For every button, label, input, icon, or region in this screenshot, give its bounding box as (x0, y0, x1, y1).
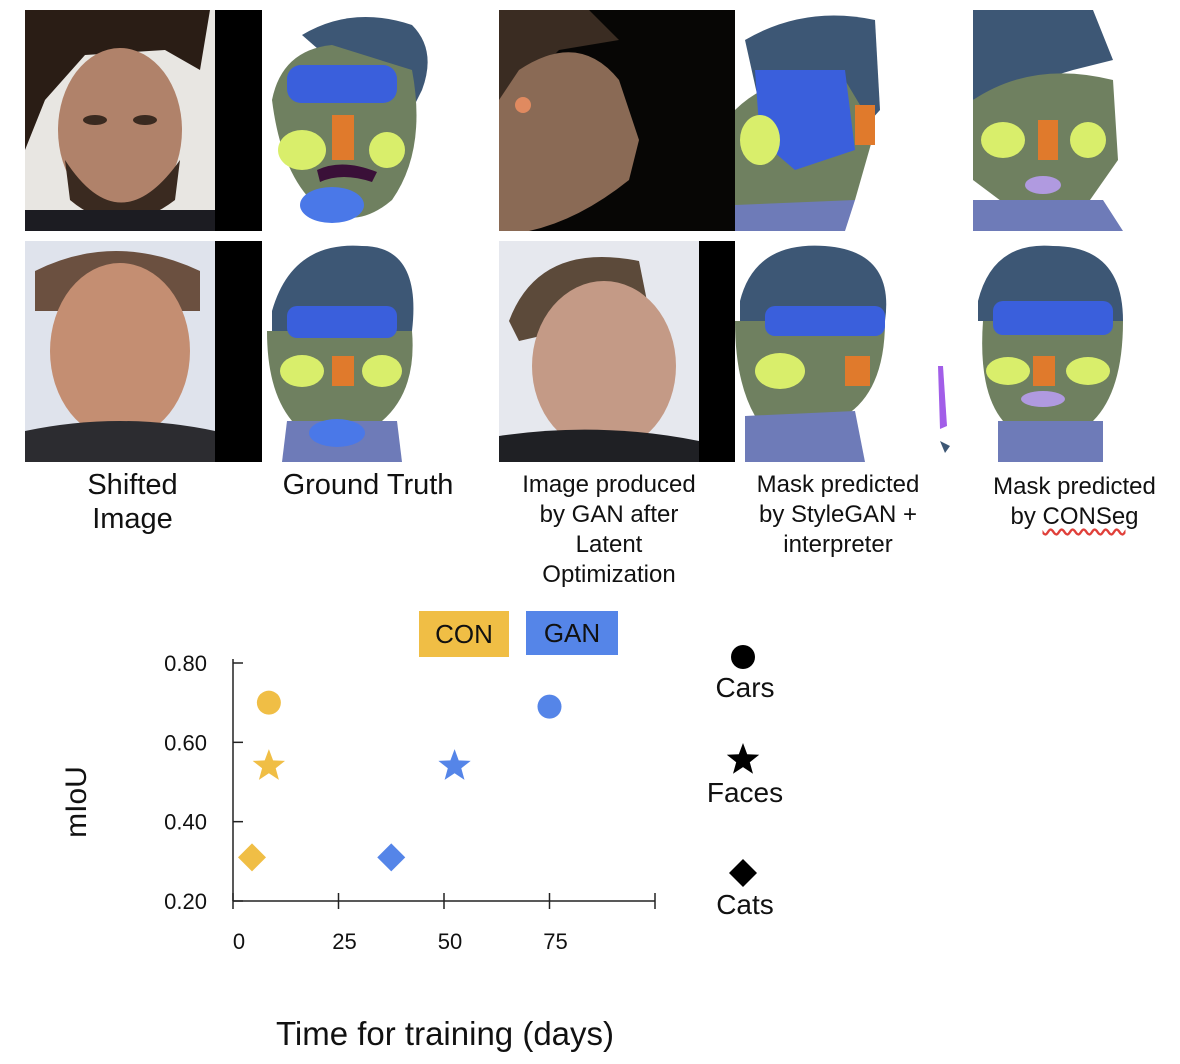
conseg-mask-2 (973, 241, 1173, 462)
shifted-photo-1 (25, 10, 262, 231)
shape-legend: Cars Faces Cats (707, 645, 783, 920)
chart-axes: 0.20 0.40 0.60 0.80 0 25 50 75 (164, 651, 656, 954)
caption-conseg-by: by (1010, 503, 1043, 530)
y-tick-label: 0.40 (164, 810, 207, 835)
caption-conseg-line2: by CONSeg (972, 502, 1177, 532)
gan-reconstruction-1 (499, 10, 735, 231)
legend-cars-marker (731, 645, 755, 669)
point-gan-faces (438, 749, 471, 780)
point-gan-cats (377, 843, 406, 872)
caption-gan-image: Image produced by GAN after Latent Optim… (499, 470, 719, 590)
stylegan-mask-2 (735, 241, 955, 462)
y-tick-label: 0.20 (164, 889, 207, 914)
legend-faces-label: Faces (707, 777, 783, 808)
legend-faces-marker (726, 743, 760, 774)
caption-gan-line3: Latent (575, 531, 643, 558)
ground-truth-mask-2 (262, 241, 480, 462)
caption-shifted-image: Shifted Image (55, 468, 210, 536)
legend-gan: GAN (526, 611, 618, 655)
caption-shifted-line2: Image (92, 503, 173, 536)
y-tick-label: 0.60 (164, 730, 207, 755)
x-axis-label: Time for training (days) (276, 1015, 614, 1052)
caption-stylegan-line2: by StyleGAN + (758, 501, 918, 528)
point-gan-cars (537, 694, 562, 719)
caption-conseg-name: CONSeg (1042, 503, 1139, 530)
caption-conseg-mask: Mask predicted by CONSeg (972, 472, 1177, 532)
y-axis-label: mIoU (60, 766, 93, 838)
miou-scatter-chart: 0.20 0.40 0.60 0.80 0 25 50 75 Cars Faces Cats mI… (60, 645, 783, 1052)
x-tick-label: 75 (543, 929, 567, 954)
caption-stylegan-mask: Mask predicted by StyleGAN + interpreter (733, 470, 943, 560)
caption-stylegan-line3: interpreter (783, 531, 893, 558)
gan-reconstruction-2 (499, 241, 735, 462)
x-tick-label: 0 (233, 929, 245, 954)
legend-cats-label: Cats (716, 889, 774, 920)
caption-stylegan-line1: Mask predicted (756, 471, 920, 498)
x-tick-label: 50 (438, 929, 462, 954)
stylegan-mask-1 (735, 10, 955, 231)
legend-cats-marker (729, 859, 757, 887)
ground-truth-mask-1 (262, 10, 480, 231)
point-con-cats (237, 843, 266, 872)
y-tick-label: 0.80 (164, 651, 207, 676)
caption-gan-line2: by GAN after (539, 501, 679, 528)
caption-shifted-line1: Shifted (87, 469, 178, 501)
legend-con: CON (419, 611, 509, 657)
x-tick-label: 25 (332, 929, 356, 954)
caption-gan-line4: Optimization (542, 561, 676, 588)
chart-marks (237, 690, 562, 872)
caption-gan-line1: Image produced (522, 471, 696, 498)
conseg-mask-1 (973, 10, 1173, 231)
point-con-faces (252, 749, 285, 780)
legend-cars-label: Cars (715, 672, 774, 703)
caption-ground-truth: Ground Truth (282, 469, 454, 501)
shifted-photo-2 (25, 241, 262, 462)
point-con-cars (256, 690, 281, 715)
caption-conseg-line1: Mask predicted (993, 473, 1156, 500)
